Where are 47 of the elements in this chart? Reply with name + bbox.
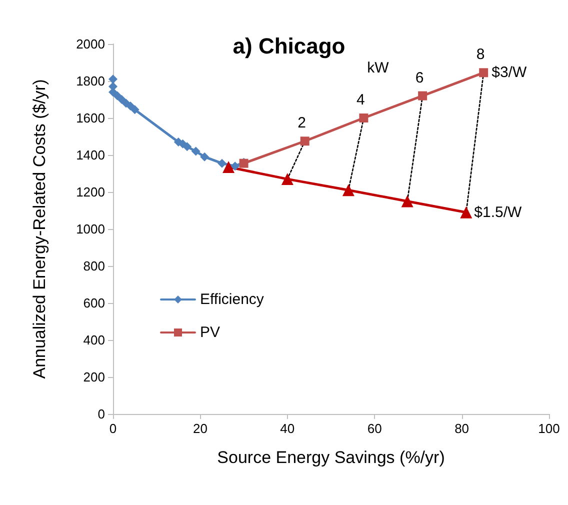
y-tick-label: 600: [83, 296, 105, 310]
point: [191, 146, 200, 156]
x-axis-title: Source Energy Savings (%/yr): [217, 448, 445, 467]
y-tick-label: 1400: [76, 148, 105, 162]
annotation: 4: [356, 92, 365, 108]
point: [300, 136, 310, 146]
y-tick-label: 0: [98, 406, 105, 422]
y-tick-label: 1800: [76, 74, 105, 88]
point: [130, 105, 140, 114]
point: [117, 95, 126, 104]
point: [112, 91, 122, 100]
point: [222, 161, 235, 174]
x-tick-label: 80: [454, 421, 470, 436]
y-tick-label: 1000: [76, 222, 105, 236]
y-tick-label: 800: [83, 258, 105, 274]
point: [182, 142, 192, 152]
point: [126, 101, 135, 110]
point: [342, 184, 354, 196]
point: [418, 91, 428, 100]
annotation: 8: [476, 46, 485, 64]
point: [479, 68, 488, 78]
y-tick-label: 1600: [76, 110, 105, 126]
x-tick-label: 60: [367, 421, 382, 436]
annotation: 2: [298, 114, 306, 132]
annotation: $3/W: [492, 64, 528, 82]
legend-label: PV: [200, 324, 220, 341]
y-tick-label: 1200: [76, 184, 105, 200]
x-tick-label: 0: [109, 421, 117, 436]
chart-title: a) Chicago: [232, 34, 346, 58]
x-tick-label: 40: [280, 421, 295, 436]
point: [359, 114, 368, 122]
point: [401, 195, 414, 208]
x-tick-label: 100: [538, 421, 560, 436]
point: [281, 173, 294, 186]
legend-label: Efficiency: [200, 291, 264, 308]
y-tick-label: 200: [83, 370, 105, 384]
point: [460, 206, 472, 218]
x-tick-label: 20: [192, 421, 208, 436]
y-tick-label: 400: [83, 332, 105, 348]
y-axis-title: Annualized Energy-Related Costs ($/yr): [30, 79, 49, 379]
annotation: $1.5/W: [474, 204, 523, 221]
annotation: kW: [367, 60, 390, 76]
point: [218, 158, 226, 168]
y-tick-label: 2000: [76, 36, 105, 52]
point: [230, 162, 240, 171]
point: [200, 152, 210, 162]
annotation: 6: [415, 69, 424, 86]
